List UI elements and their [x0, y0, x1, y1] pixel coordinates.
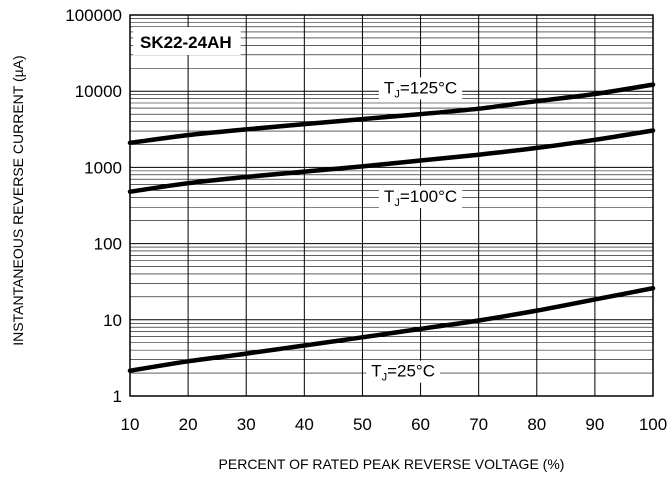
x-tick-label: 30 — [237, 415, 256, 434]
y-tick-label: 100000 — [65, 6, 122, 25]
curve-label-0: TJ=125°C — [378, 77, 463, 100]
x-axis-label: PERCENT OF RATED PEAK REVERSE VOLTAGE (%… — [219, 456, 565, 472]
y-axis-label: INSTANTANEOUS REVERSE CURRENT (µA) — [10, 55, 26, 345]
curve-label-background — [366, 360, 441, 383]
chart-title-background — [133, 27, 241, 55]
plot-frame — [129, 14, 654, 397]
curve-label-text: TJ=100°C — [384, 187, 457, 209]
curve-label-text: TJ=25°C — [371, 362, 435, 384]
x-tick-label: 90 — [585, 415, 604, 434]
y-tick-labels: 1 10 100 1000 10000 100000 — [65, 6, 122, 406]
series-line-1 — [127, 128, 656, 194]
curves — [127, 82, 656, 373]
series-line-2 — [127, 285, 656, 373]
y-tick-label: 1000 — [84, 158, 122, 177]
x-tick-label: 20 — [179, 415, 198, 434]
series-line-0 — [127, 82, 656, 146]
x-tick-label: 70 — [469, 415, 488, 434]
x-tick-labels: 10 20 30 40 50 60 70 80 90 100 — [121, 415, 668, 434]
y-tick-label: 1 — [113, 387, 122, 406]
x-tick-label: 80 — [527, 415, 546, 434]
chart-title: SK22-24AH — [140, 33, 232, 52]
y-tick-label: 100 — [94, 235, 122, 254]
y-tick-label: 10000 — [75, 82, 122, 101]
x-tick-label: 100 — [639, 415, 667, 434]
grid — [130, 15, 653, 396]
x-tick-label: 50 — [353, 415, 372, 434]
curve-label-text: TJ=125°C — [384, 78, 457, 100]
curve-labels: TJ=125°C TJ=100°C TJ=25°C — [366, 77, 463, 384]
curve-label-2: TJ=25°C — [366, 360, 441, 384]
x-tick-label: 60 — [411, 415, 430, 434]
curve-label-background — [378, 77, 463, 100]
curve-label-1: TJ=100°C — [378, 186, 463, 209]
x-tick-label: 10 — [121, 415, 140, 434]
x-tick-label: 40 — [295, 415, 314, 434]
y-tick-label: 10 — [103, 311, 122, 330]
curve-label-background — [378, 186, 463, 209]
